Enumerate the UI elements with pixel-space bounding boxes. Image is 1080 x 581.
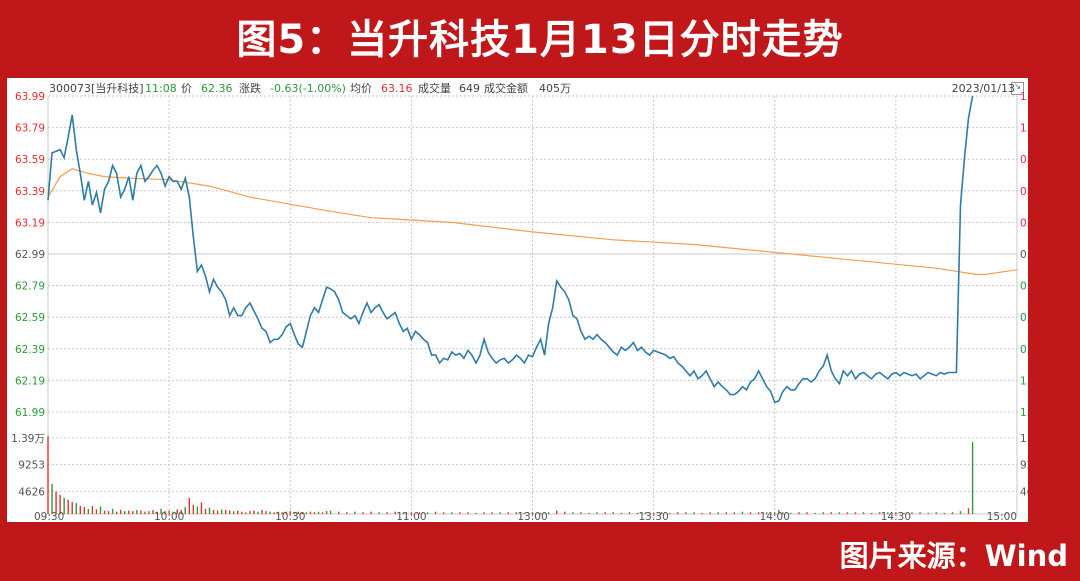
price-tick-label: 62.39 [15, 344, 45, 356]
price-tick-label: 63.39 [15, 186, 45, 198]
price-value: 62.36 [201, 82, 233, 95]
volume-tick-label: 4626 [1020, 486, 1028, 498]
time-tick-label: 09:30 [34, 511, 64, 522]
price-tick-label: 62.99 [15, 249, 45, 261]
percent-tick-label: 1.27% [1020, 123, 1028, 135]
volume-bars [47, 436, 974, 514]
amount-value: 405万 [539, 82, 571, 95]
volume-value: 649 [459, 82, 480, 95]
intraday-chart: 300073[当升科技] 11:08 价 62.36 涨跌 -0.63(-1.0… [11, 81, 1028, 522]
time-tick-label: 13:30 [638, 511, 668, 522]
time-tick-label: 13:00 [517, 511, 547, 522]
volume-axis-labels: 1.39万 1.39万 9253 9253 4626 4626 [11, 433, 1028, 498]
source-label: 图片来源：Wind [839, 539, 1068, 573]
price-tick-label: 62.19 [15, 375, 45, 387]
time-tick-label: 15:00 [987, 511, 1017, 522]
price-axis-labels: 63.99 63.79 63.59 63.39 63.19 62.99 62.79 62.59… [15, 91, 45, 419]
price-tick-label: 63.79 [15, 123, 45, 135]
expand-icon[interactable]: ↘ [1011, 82, 1024, 95]
percent-tick-label: 1.59% [1020, 407, 1028, 419]
change-value: -0.63(-1.00%) [270, 82, 346, 95]
percent-tick-label: 1.59% [1020, 91, 1028, 103]
percent-tick-label: 0.95% [1020, 344, 1028, 356]
volume-tick-label: 9253 [18, 460, 45, 472]
price-tick-label: 61.99 [15, 407, 45, 419]
volume-tick-label: 1.39万 [11, 433, 45, 445]
percent-axis-labels: 1.59% 1.27% 0.95% 0.64% 0.32% 0.00% 0.32% 0.64%… [1020, 91, 1028, 419]
time-tick-label: 14:00 [760, 511, 790, 522]
time-axis-labels: 09:30 10:00 10:30 11:00 13:00 13:30 14:00 14:30… [34, 511, 1017, 522]
banner-title: 图5：当升科技1月13日分时走势 [236, 17, 844, 63]
price-line [47, 95, 974, 404]
stock-code: 300073[当升科技] [49, 81, 144, 95]
price-tick-label: 63.59 [15, 154, 45, 166]
percent-tick-label: 0.32% [1020, 281, 1028, 293]
time-tick-label: 10:00 [154, 511, 184, 522]
volume-label: 成交量 [418, 81, 451, 95]
chart-panel: ↘ 300073[当升科技] 11:08 价 62.36 涨跌 -0.63(-1… [7, 78, 1028, 522]
time-gridlines [168, 96, 897, 514]
change-label: 涨跌 [239, 81, 261, 95]
percent-tick-label: 0.00% [1020, 249, 1028, 261]
percent-tick-label: 1.27% [1020, 375, 1028, 387]
price-label: 价 [181, 82, 192, 95]
avg-label: 均价 [350, 82, 372, 95]
percent-tick-label: 0.95% [1020, 154, 1028, 166]
volume-tick-label: 1.39万 [1020, 433, 1028, 445]
price-tick-label: 63.99 [15, 91, 45, 103]
amount-label: 成交金额 [484, 81, 528, 95]
percent-tick-label: 0.64% [1020, 186, 1028, 198]
info-date: 2023/01/13 [952, 82, 1015, 95]
percent-tick-label: 0.32% [1020, 217, 1028, 229]
info-time: 11:08 [145, 82, 177, 95]
price-tick-label: 62.59 [15, 312, 45, 324]
avg-price-line [47, 168, 1018, 276]
time-tick-label: 11:00 [396, 511, 426, 522]
avg-value: 63.16 [381, 82, 413, 95]
price-tick-label: 62.79 [15, 281, 45, 293]
time-tick-label: 14:30 [881, 511, 911, 522]
info-bar: 300073[当升科技] 11:08 价 62.36 涨跌 -0.63(-1.0… [49, 81, 1015, 95]
volume-tick-label: 4626 [18, 486, 45, 498]
percent-tick-label: 0.64% [1020, 312, 1028, 324]
time-tick-label: 10:30 [275, 511, 305, 522]
volume-tick-label: 9253 [1020, 460, 1028, 472]
price-tick-label: 63.19 [15, 217, 45, 229]
